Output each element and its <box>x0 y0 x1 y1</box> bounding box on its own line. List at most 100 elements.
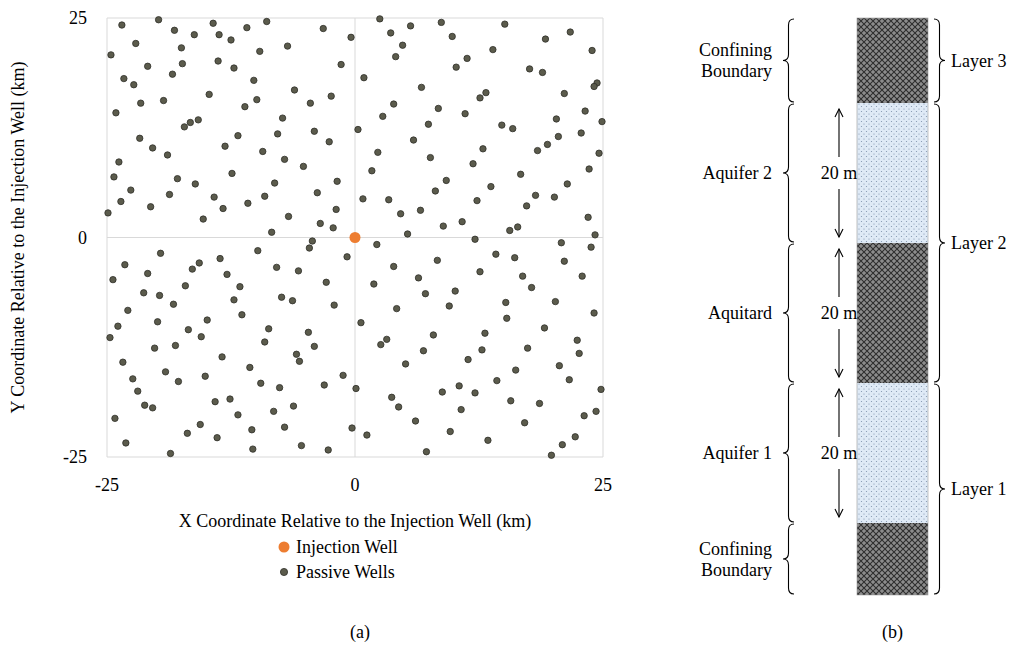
passive-well-point <box>105 210 111 216</box>
passive-well-point <box>116 159 122 165</box>
passive-well-point <box>135 388 141 394</box>
y-tick-label: 25 <box>69 8 87 28</box>
passive-well-point <box>512 254 518 260</box>
passive-well-point <box>534 147 540 153</box>
passive-well-point <box>566 377 572 383</box>
passive-well-point <box>477 95 483 101</box>
passive-well-point <box>482 330 488 336</box>
passive-well-point <box>296 358 302 364</box>
passive-well-point <box>171 27 177 33</box>
passive-well-point <box>298 442 304 448</box>
passive-well-point <box>147 204 153 210</box>
passive-well-point <box>206 91 212 97</box>
passive-well-point <box>551 194 557 200</box>
passive-well-point <box>377 16 383 22</box>
passive-well-point <box>317 220 323 226</box>
passive-well-point <box>502 21 508 27</box>
passive-well-point <box>291 87 297 93</box>
passive-well-point <box>174 175 180 181</box>
thickness-arrow <box>838 249 839 297</box>
passive-well-point <box>157 250 163 256</box>
passive-well-point <box>154 319 160 325</box>
legend: Injection WellPassive Wells <box>279 537 398 582</box>
passive-well-point <box>523 203 529 209</box>
passive-well-point <box>494 377 500 383</box>
passive-well-point <box>591 310 597 316</box>
passive-well-point <box>210 20 216 26</box>
passive-well-point <box>131 82 137 88</box>
passive-well-point <box>519 273 525 279</box>
passive-well-point <box>239 312 245 318</box>
passive-well-point <box>465 356 471 362</box>
passive-well-point <box>107 334 113 340</box>
passive-well-point <box>320 25 326 31</box>
passive-well-point <box>576 350 582 356</box>
passive-well-point <box>599 118 605 124</box>
passive-well-point <box>214 434 220 440</box>
passive-well-point <box>108 52 114 58</box>
passive-well-point <box>493 251 499 257</box>
passive-well-point <box>281 424 287 430</box>
label-line: Aquifer 2 <box>703 163 772 183</box>
grid <box>107 18 603 457</box>
passive-well-point <box>407 23 413 29</box>
passive-well-point <box>212 398 218 404</box>
passive-well-point <box>113 110 119 116</box>
aquifer-unit <box>857 383 928 523</box>
passive-well-point <box>227 396 233 402</box>
passive-well-point <box>325 447 331 453</box>
passive-well-point <box>311 343 317 349</box>
passive-well-point <box>197 421 203 427</box>
passive-well-point <box>388 30 394 36</box>
passive-well-point <box>264 18 270 24</box>
unit-brace <box>783 384 794 522</box>
unit-label: ConfiningBoundary <box>699 539 772 580</box>
passive-well-point <box>118 198 124 204</box>
label-line: Aquifer 1 <box>703 443 772 463</box>
passive-well-point <box>541 325 547 331</box>
passive-well-point <box>182 283 188 289</box>
unit-brace <box>783 104 794 242</box>
legend-label: Injection Well <box>296 537 398 557</box>
passive-well-point <box>542 36 548 42</box>
passive-well-point <box>397 211 403 217</box>
passive-well-point <box>175 378 181 384</box>
passive-well-point <box>306 245 312 251</box>
passive-well-point <box>141 290 147 296</box>
passive-well-point <box>235 132 241 138</box>
passive-well-point <box>276 384 282 390</box>
passive-well-point <box>237 283 243 289</box>
passive-well-point <box>477 269 483 275</box>
passive-well-point <box>420 348 426 354</box>
passive-well-point <box>479 347 485 353</box>
passive-well-point <box>125 307 131 313</box>
passive-well-point <box>262 193 268 199</box>
aquifer-unit <box>857 103 928 243</box>
passive-well-point <box>254 96 260 102</box>
passive-well-point <box>172 342 178 348</box>
passive-well-point <box>289 298 295 304</box>
passive-well-point <box>115 323 121 329</box>
passive-well-point <box>344 254 350 260</box>
y-tick-label: -25 <box>63 447 87 467</box>
passive-well-point <box>449 33 455 39</box>
passive-well-point <box>361 75 367 81</box>
passive-well-point <box>166 191 172 197</box>
label-line: Confining <box>699 40 772 60</box>
passive-well-point <box>402 361 408 367</box>
passive-well-point <box>438 19 444 25</box>
passive-well-point <box>375 149 381 155</box>
legend-marker <box>279 542 290 553</box>
passive-well-point <box>242 103 248 109</box>
passive-well-point <box>156 292 162 298</box>
passive-well-point <box>314 190 320 196</box>
passive-well-point <box>271 180 277 186</box>
passive-well-point <box>483 89 489 95</box>
passive-well-point <box>311 128 317 134</box>
passive-well-point <box>281 156 287 162</box>
passive-well-point <box>162 369 168 375</box>
thickness-label: 20 m <box>821 443 858 463</box>
passive-well-point <box>358 319 364 325</box>
arrow-head <box>835 249 843 257</box>
y-axis-title: Y Coordinate Relative to the Injection W… <box>8 62 29 414</box>
